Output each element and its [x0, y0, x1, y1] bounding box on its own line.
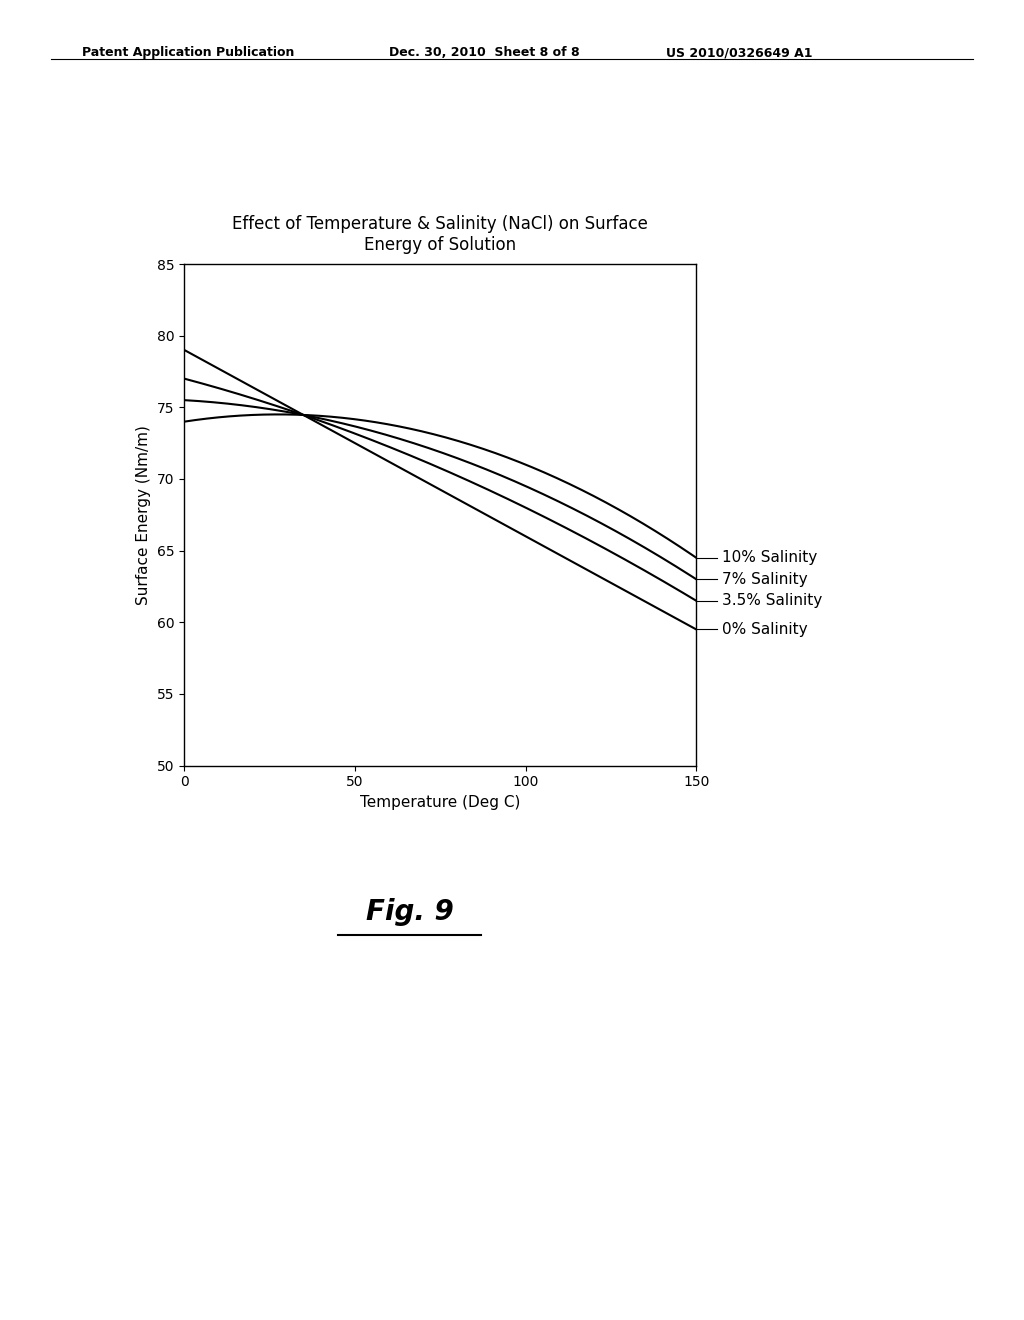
Y-axis label: Surface Energy (Nm/m): Surface Energy (Nm/m) — [136, 425, 152, 605]
Text: 10% Salinity: 10% Salinity — [722, 550, 817, 565]
Text: Dec. 30, 2010  Sheet 8 of 8: Dec. 30, 2010 Sheet 8 of 8 — [389, 46, 580, 59]
X-axis label: Temperature (Deg C): Temperature (Deg C) — [360, 795, 520, 810]
Text: Patent Application Publication: Patent Application Publication — [82, 46, 294, 59]
Text: US 2010/0326649 A1: US 2010/0326649 A1 — [666, 46, 812, 59]
Text: 0% Salinity: 0% Salinity — [722, 622, 808, 638]
Title: Effect of Temperature & Salinity (NaCl) on Surface
Energy of Solution: Effect of Temperature & Salinity (NaCl) … — [232, 215, 648, 255]
Text: 7% Salinity: 7% Salinity — [722, 572, 808, 587]
Text: 3.5% Salinity: 3.5% Salinity — [722, 593, 822, 609]
Text: Fig. 9: Fig. 9 — [366, 898, 454, 925]
